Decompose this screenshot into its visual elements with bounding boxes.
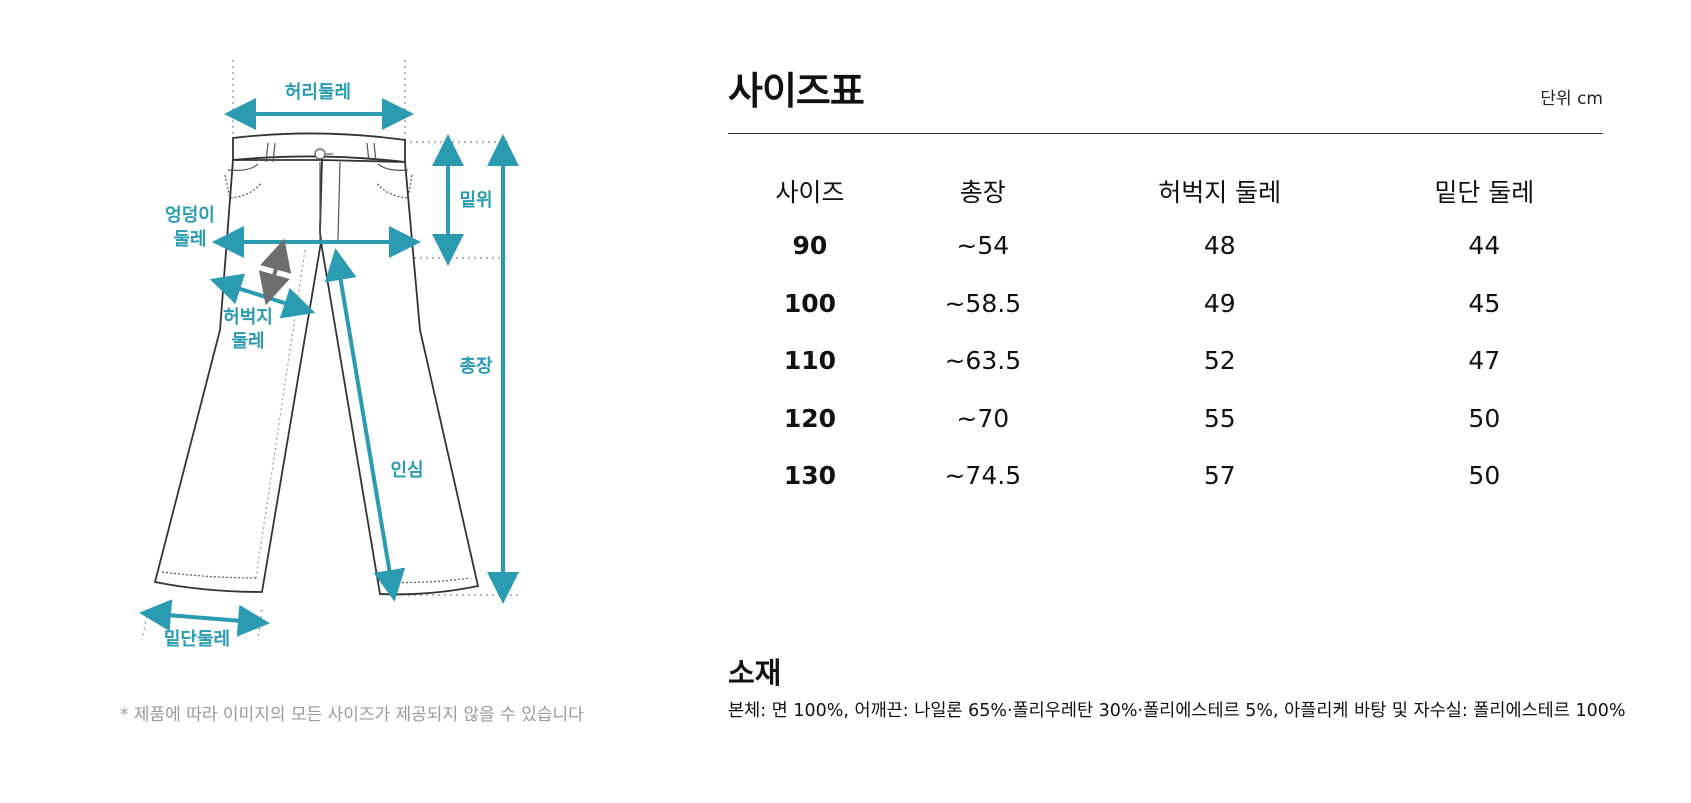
table-cell: 100 [783, 288, 837, 318]
size-chart-title: 사이즈표 [728, 69, 865, 113]
table-cell: 49 [1203, 288, 1236, 318]
table-cell: ~63.5 [944, 346, 1022, 376]
disclaimer-note: * 제품에 따라 이미지의 모든 사이즈가 제공되지 않을 수 있습니다 [120, 705, 584, 725]
table-cell: 50 [1468, 403, 1501, 433]
gray-offset-arrow [258, 238, 292, 306]
unit-label: 단위 cm [1540, 89, 1603, 109]
label-inseam: 인심 [390, 460, 423, 481]
material-text: 본체: 면 100%, 어깨끈: 나일론 65%·폴리우레탄 30%·폴리에스테… [728, 701, 1626, 721]
table-header-row: 사이즈 총장 허벅지 둘레 밑단 둘레 [728, 165, 1603, 217]
table-row: 90 ~54 48 44 [728, 217, 1603, 275]
header-thigh: 허벅지 둘레 [1158, 178, 1282, 207]
label-rise: 밑위 [459, 190, 492, 211]
table-cell: ~54 [956, 231, 1010, 261]
title-divider [728, 133, 1603, 134]
table-row: 100 ~58.5 49 45 [728, 275, 1603, 333]
material-title: 소재 [728, 656, 782, 690]
table-cell: 44 [1468, 231, 1501, 261]
label-length: 총장 [459, 356, 493, 377]
table-cell: 48 [1203, 231, 1236, 261]
table-row: 130 ~74.5 57 50 [728, 447, 1603, 505]
label-thigh: 허벅지 둘레 [223, 307, 273, 352]
table-cell: 55 [1203, 403, 1236, 433]
table-cell: 90 [792, 231, 828, 261]
table-cell: 52 [1203, 346, 1236, 376]
table-cell: 45 [1468, 288, 1501, 318]
table-cell: 57 [1203, 461, 1236, 491]
header-hem: 밑단 둘레 [1434, 178, 1535, 207]
header-size: 사이즈 [775, 178, 845, 207]
table-cell: 130 [783, 461, 837, 491]
table-cell: ~74.5 [944, 461, 1022, 491]
table-cell: ~58.5 [944, 288, 1022, 318]
table-cell: ~70 [956, 403, 1010, 433]
size-table: 사이즈 총장 허벅지 둘레 밑단 둘레 90 ~54 48 44 100 ~58.5 49 4… [728, 165, 1603, 505]
label-hip: 엉덩이 둘레 [165, 205, 215, 250]
pants-measurement-diagram: 허리둘레 밑위 엉덩이 둘레 허벅지 둘레 총장 인심 밑단둘레 [139, 60, 520, 650]
header-length: 총장 [959, 178, 1006, 207]
table-cell: 47 [1468, 346, 1501, 376]
label-waist: 허리둘레 [285, 82, 351, 103]
table-cell: 50 [1468, 461, 1501, 491]
pants-outline [153, 132, 480, 596]
table-cell: 120 [783, 403, 837, 433]
table-row: 110 ~63.5 52 47 [728, 332, 1603, 390]
table-cell: 110 [783, 346, 837, 376]
table-row: 120 ~70 55 50 [728, 390, 1603, 448]
label-hem: 밑단둘레 [164, 629, 230, 650]
